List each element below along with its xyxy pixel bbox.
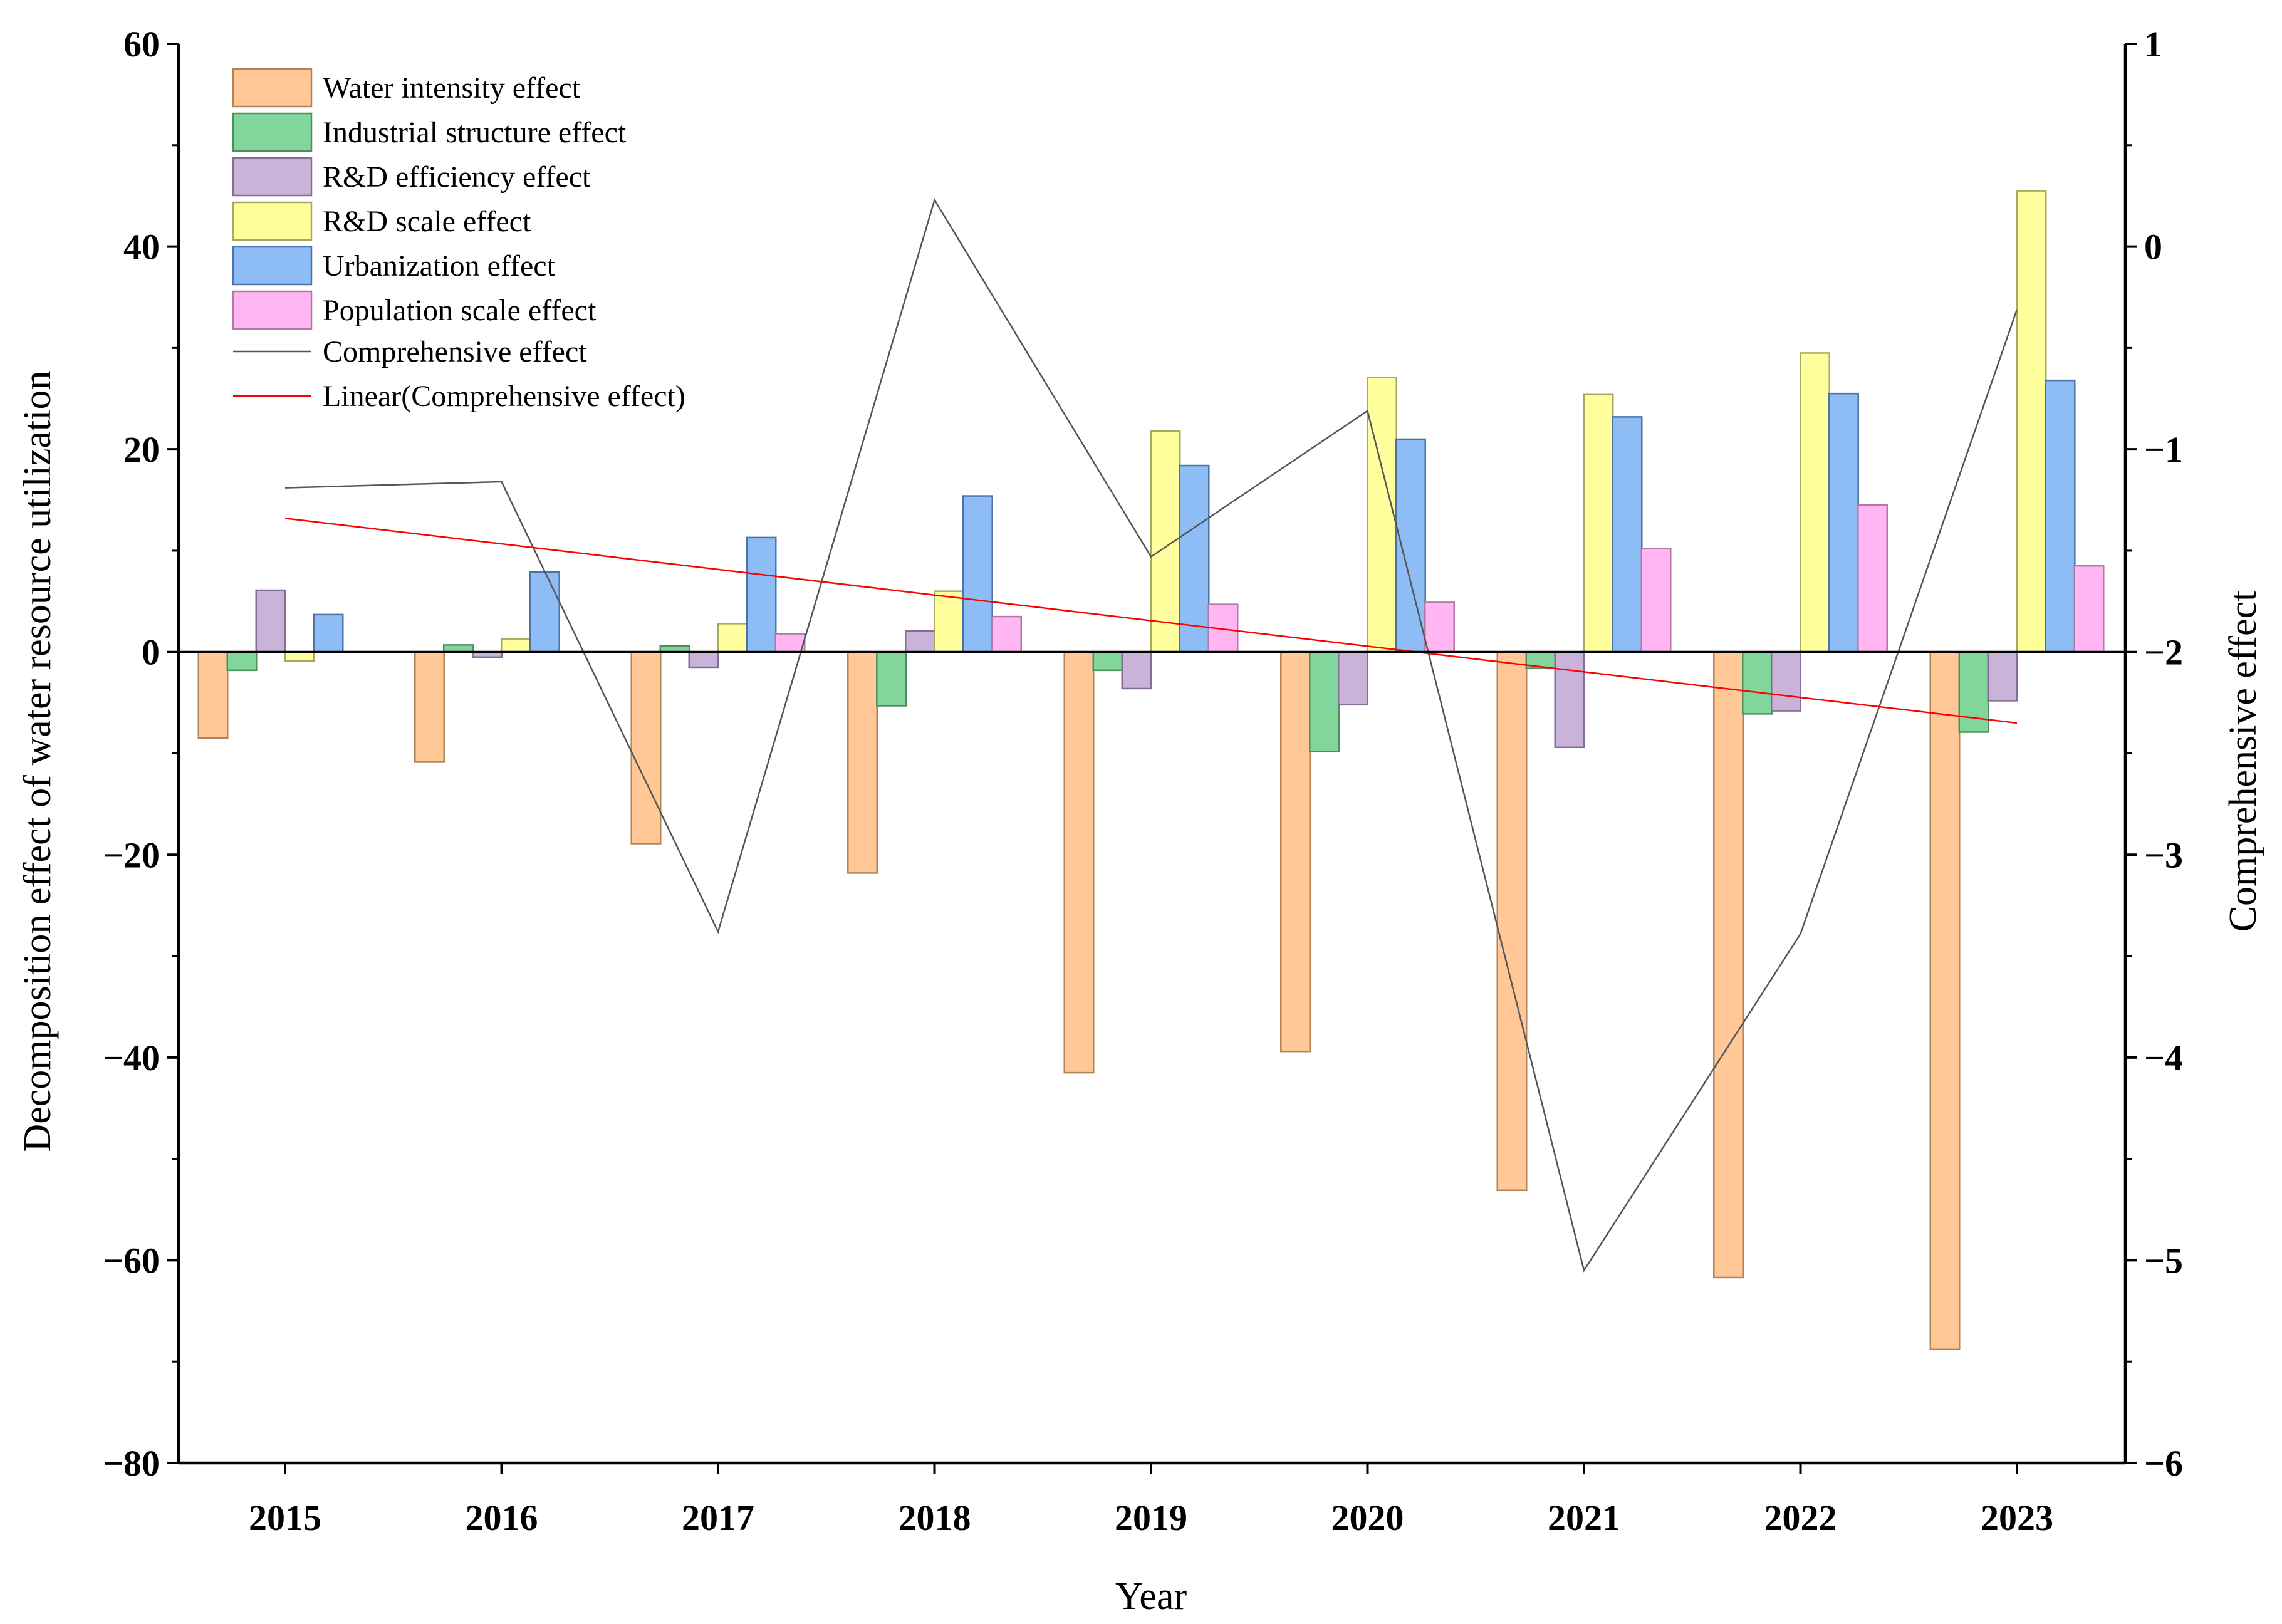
bar-1-2023 <box>1958 651 1989 733</box>
legend: Water intensity effect Industrial structu… <box>232 68 685 413</box>
y-left-tick-label: −20 <box>103 835 160 875</box>
bar-1-2015 <box>226 651 258 672</box>
x-tick-label: 2015 <box>249 1497 321 1538</box>
bar-4-2015 <box>313 613 344 653</box>
bar-0-2019 <box>1063 651 1095 1074</box>
bar-0-2022 <box>1713 651 1744 1279</box>
bar-3-2015 <box>284 651 315 662</box>
y-right-tick-label: −1 <box>2144 429 2183 470</box>
x-tick-label: 2016 <box>466 1497 538 1538</box>
x-axis-title: Year <box>1115 1575 1187 1618</box>
y-left-tick-label: 0 <box>142 632 160 673</box>
bar-4-2017 <box>746 536 777 653</box>
legend-swatch <box>232 68 313 108</box>
y-left-tick-label: 40 <box>123 227 160 268</box>
lines-layer <box>284 198 2018 1273</box>
bar-0-2015 <box>197 651 229 739</box>
legend-label: Comprehensive effect <box>323 335 587 368</box>
bar-4-2021 <box>1612 416 1643 653</box>
legend-label: Urbanization effect <box>323 249 556 283</box>
bar-5-2020 <box>1424 601 1455 653</box>
x-tick-label: 2023 <box>1981 1497 2053 1538</box>
x-tick-label: 2021 <box>1548 1497 1620 1538</box>
bar-2-2018 <box>905 630 935 653</box>
legend-swatch <box>232 290 313 330</box>
x-tick-label: 2022 <box>1764 1497 1837 1538</box>
bar-3-2023 <box>2016 190 2047 653</box>
legend-label: Industrial structure effect <box>323 116 627 149</box>
bar-2-2019 <box>1121 651 1152 690</box>
bar-3-2018 <box>934 590 964 653</box>
x-tick-label: 2018 <box>899 1497 971 1538</box>
y-right-tick-label: 0 <box>2144 227 2162 268</box>
legend-label: R&D efficiency effect <box>323 160 591 194</box>
y-right-tick-label: −3 <box>2144 835 2183 875</box>
bar-4-2019 <box>1179 464 1210 653</box>
bar-5-2022 <box>1857 504 1888 653</box>
x-tick-label: 2019 <box>1115 1497 1187 1538</box>
x-tick-label: 2017 <box>682 1497 754 1538</box>
bar-4-2018 <box>962 495 993 653</box>
bar-0-2020 <box>1280 651 1311 1053</box>
bar-2-2020 <box>1338 651 1368 706</box>
y-right-tick-label: −4 <box>2144 1038 2183 1078</box>
bar-5-2023 <box>2073 565 2105 653</box>
legend-swatch <box>232 201 313 241</box>
y-right-tick-label: −6 <box>2144 1443 2183 1484</box>
bar-2-2023 <box>1987 651 2018 702</box>
bar-5-2018 <box>991 615 1022 653</box>
y-right-tick-label: −2 <box>2144 632 2183 673</box>
bar-3-2020 <box>1367 377 1397 653</box>
legend-label: R&D scale effect <box>323 205 531 238</box>
y-right-tick-label: 1 <box>2144 24 2162 65</box>
linear-trend-line <box>284 517 2018 724</box>
bar-4-2016 <box>529 571 560 653</box>
bar-2-2015 <box>255 589 286 653</box>
bar-4-2020 <box>1395 438 1426 653</box>
x-tick-label: 2020 <box>1331 1497 1404 1538</box>
bar-3-2019 <box>1150 430 1181 653</box>
bar-0-2017 <box>630 651 662 845</box>
comprehensive-effect-line <box>284 198 2018 1273</box>
bar-0-2018 <box>847 651 878 874</box>
axes-layer: 60 40 20 0 −20 −40 −60 −80 1 0 −1 −2 −3 −4 −5 −6 2015 201… <box>103 24 2183 1538</box>
legend-label: Linear(Comprehensive effect) <box>323 380 685 413</box>
y-left-tick-label: −60 <box>103 1240 160 1281</box>
legend-swatch <box>232 112 313 152</box>
bar-5-2017 <box>774 633 806 653</box>
bar-4-2023 <box>2045 379 2076 653</box>
bar-3-2016 <box>501 638 531 653</box>
bar-4-2022 <box>1828 392 1859 653</box>
bar-1-2022 <box>1742 651 1773 715</box>
y-left-tick-label: 20 <box>123 429 160 470</box>
bar-1-2020 <box>1309 651 1340 752</box>
bar-0-2016 <box>414 651 445 763</box>
y-right-tick-label: −5 <box>2144 1240 2183 1281</box>
y-left-tick-label: 60 <box>123 24 160 65</box>
legend-swatch <box>232 157 313 197</box>
y-axis-title-left: Decomposition effect of water resource u… <box>16 371 59 1152</box>
bar-0-2023 <box>1929 651 1961 1351</box>
legend-label: Population scale effect <box>323 294 597 327</box>
bar-3-2022 <box>1800 352 1830 653</box>
legend-label: Water intensity effect <box>323 71 581 105</box>
bar-3-2021 <box>1583 393 1614 653</box>
y-axis-title-right: Comprehensive effect <box>2222 591 2264 932</box>
y-left-tick-label: −40 <box>103 1038 160 1078</box>
bars-layer <box>197 190 2105 1351</box>
bar-2-2021 <box>1554 651 1585 749</box>
bar-1-2018 <box>876 651 907 707</box>
bar-1-2019 <box>1092 651 1123 672</box>
bar-5-2021 <box>1640 548 1672 653</box>
legend-swatch <box>232 246 313 286</box>
bar-2-2022 <box>1771 651 1801 712</box>
y-left-tick-label: −80 <box>103 1443 160 1484</box>
bar-2-2017 <box>688 651 719 669</box>
bar-3-2017 <box>717 623 748 653</box>
bar-0-2021 <box>1496 651 1528 1192</box>
